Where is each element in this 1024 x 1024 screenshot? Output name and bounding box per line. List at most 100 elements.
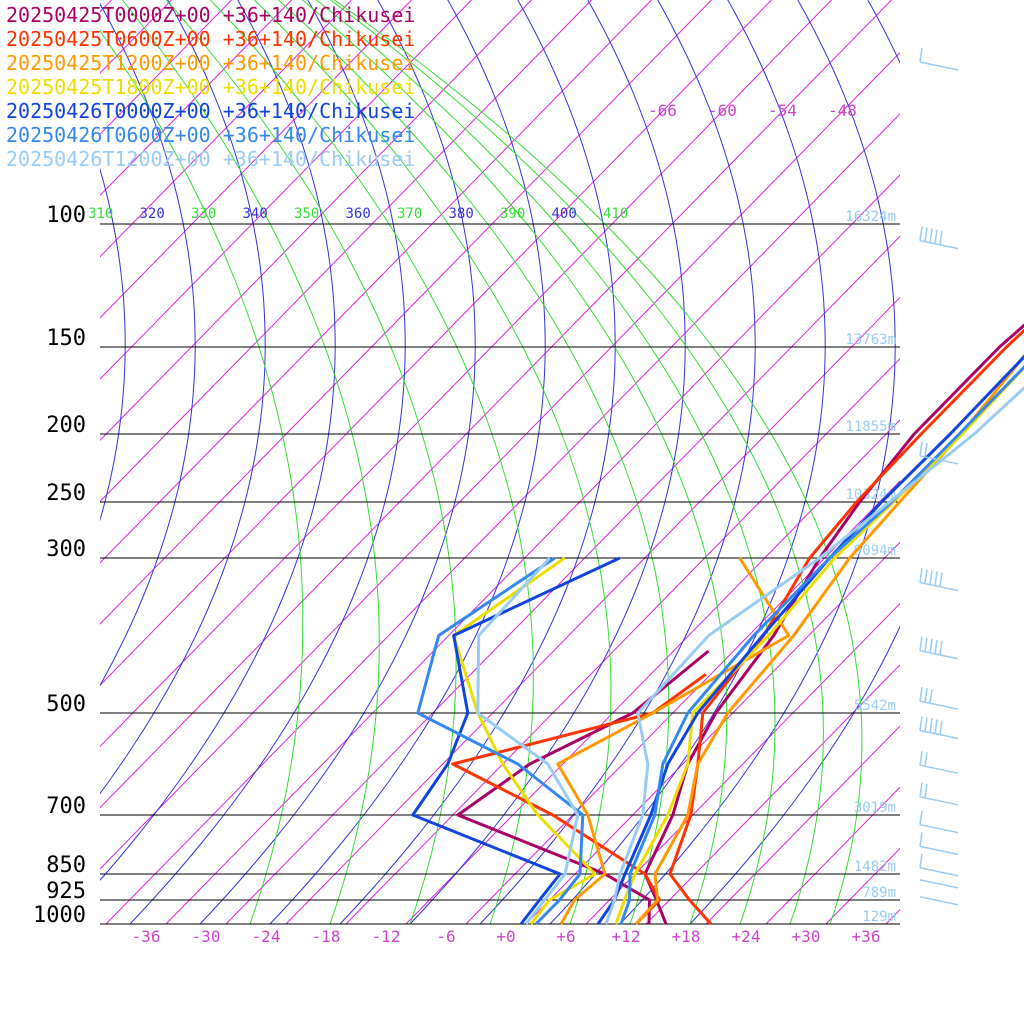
temperature-line-4 bbox=[596, 354, 1024, 925]
theta-labels: 310 320 330 340 350 360 370 380 390 400 410 bbox=[88, 206, 628, 222]
isotherm-line bbox=[100, 0, 892, 809]
isotherm-line bbox=[225, 235, 900, 925]
dry-adiabat-lines bbox=[100, 0, 900, 925]
isotherm-line bbox=[100, 0, 472, 380]
wind-barb bbox=[919, 853, 959, 877]
wind-barb bbox=[919, 810, 959, 834]
isotherm-line bbox=[100, 0, 772, 686]
upper-temp-label: -60 bbox=[708, 101, 737, 120]
height-label: 3019m bbox=[854, 800, 896, 816]
isotherm-line bbox=[100, 0, 532, 442]
wind-barb bbox=[919, 441, 959, 465]
theta-label: 330 bbox=[191, 206, 216, 222]
pressure-label-500: 500 bbox=[46, 692, 86, 717]
height-label: 13763m bbox=[845, 332, 896, 348]
pressure-label-925: 925 bbox=[46, 879, 86, 904]
isotherm-line bbox=[465, 480, 900, 925]
isotherm-line bbox=[405, 419, 900, 925]
isotherm-line bbox=[100, 0, 832, 748]
isotherm-line bbox=[100, 0, 652, 564]
temperature-line-5 bbox=[619, 364, 1024, 925]
isotherm-line bbox=[100, 0, 712, 625]
upper-temp-label: -54 bbox=[768, 101, 797, 120]
x-tick-label: -36 bbox=[132, 927, 161, 946]
dewpoint-line-3 bbox=[452, 556, 597, 925]
isotherm-line bbox=[100, 0, 412, 319]
theta-label: 310 bbox=[88, 206, 113, 222]
isotherm-line bbox=[100, 51, 900, 870]
temperature-line-3 bbox=[614, 365, 1024, 925]
theta-label: 390 bbox=[500, 206, 525, 222]
isotherm-lines bbox=[100, 0, 1024, 925]
x-tick-label: -6 bbox=[436, 927, 455, 946]
wind-barb bbox=[919, 879, 959, 889]
profile-series bbox=[411, 323, 1024, 926]
isobar-lines bbox=[100, 223, 900, 925]
x-tick-label: +18 bbox=[672, 927, 701, 946]
pressure-label-850: 850 bbox=[46, 853, 86, 878]
x-tick-label: -30 bbox=[192, 927, 221, 946]
wind-barb bbox=[919, 832, 959, 856]
dewpoint-line-2 bbox=[556, 557, 791, 925]
legend-entry: 20250425T1200Z+00 +36+140/Chikusei bbox=[6, 51, 415, 75]
x-tick-label: +12 bbox=[612, 927, 641, 946]
height-label: 9094m bbox=[854, 543, 896, 559]
theta-label: 410 bbox=[603, 206, 628, 222]
height-label: 16324m bbox=[845, 209, 896, 225]
wind-barb bbox=[919, 896, 959, 906]
dry-adiabat-line bbox=[549, 0, 826, 925]
dewpoint-line-6 bbox=[476, 556, 580, 925]
moist-adiabat-line bbox=[166, 0, 457, 925]
isotherm-line bbox=[100, 0, 352, 258]
wind-barb bbox=[919, 687, 959, 710]
wind-barb bbox=[919, 751, 959, 774]
theta-label: 400 bbox=[552, 206, 577, 222]
x-tick-label: +0 bbox=[496, 927, 515, 946]
dewpoint-line-4 bbox=[411, 556, 621, 925]
wind-barb bbox=[919, 568, 959, 592]
dry-adiabat-line bbox=[100, 0, 266, 795]
isotherm-line bbox=[1006, 0, 1024, 924]
moist-adiabat-line bbox=[302, 0, 728, 925]
moist-adiabat-line bbox=[254, 0, 612, 925]
dry-adiabat-line bbox=[129, 0, 406, 925]
dry-adiabat-line bbox=[199, 0, 476, 925]
moist-adiabat-line bbox=[100, 29, 304, 925]
dry-adiabat-line bbox=[619, 0, 896, 925]
isotherm-line bbox=[825, 847, 900, 925]
x-tick-label: -12 bbox=[372, 927, 401, 946]
upper-temp-label: -66 bbox=[648, 101, 677, 120]
dry-adiabat-line bbox=[689, 0, 900, 925]
pressure-label-150: 150 bbox=[46, 326, 86, 351]
legend-entry: 20250426T1200Z+00 +36+140/Chikusei bbox=[6, 147, 415, 171]
temperature-line-6 bbox=[604, 386, 1024, 925]
isotherm-line bbox=[946, 0, 1024, 924]
dewpoint-line-0 bbox=[456, 649, 710, 925]
pressure-label-200: 200 bbox=[46, 413, 86, 438]
isotherm-line bbox=[885, 908, 900, 925]
wind-barbs bbox=[919, 47, 959, 906]
height-label: 789m bbox=[862, 885, 896, 901]
dry-adiabat-line bbox=[479, 0, 756, 925]
theta-label: 340 bbox=[243, 206, 268, 222]
theta-label: 350 bbox=[294, 206, 319, 222]
legend-entry: 20250425T1800Z+00 +36+140/Chikusei bbox=[6, 75, 415, 99]
wind-barb bbox=[919, 782, 959, 806]
dewpoint-line-5 bbox=[416, 556, 585, 926]
pressure-label-100: 100 bbox=[46, 203, 86, 228]
height-label: 5542m bbox=[854, 698, 896, 714]
isotherm-line bbox=[585, 602, 900, 925]
pressure-label-1000: 1000 bbox=[33, 903, 86, 928]
upper-temp-label: -48 bbox=[828, 101, 857, 120]
temperature-line-1 bbox=[668, 328, 1024, 926]
wind-barb bbox=[919, 226, 959, 250]
legend-entry: 20250425T0600Z+00 +36+140/Chikusei bbox=[6, 27, 415, 51]
moist-adiabat-line bbox=[122, 0, 380, 925]
isotherm-line bbox=[165, 174, 900, 925]
theta-label: 380 bbox=[449, 206, 474, 222]
x-tick-label: +6 bbox=[556, 927, 575, 946]
x-tick-label: -24 bbox=[252, 927, 281, 946]
moist-adiabat-line bbox=[316, 0, 776, 925]
